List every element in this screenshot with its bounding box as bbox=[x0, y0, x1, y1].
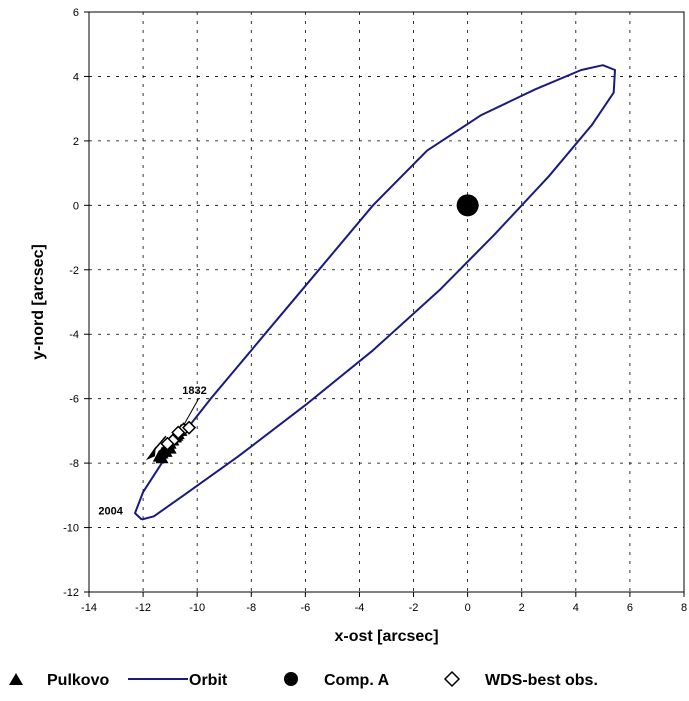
x-axis-title: x-ost [arcsec] bbox=[334, 628, 438, 645]
wds-point bbox=[182, 420, 197, 435]
y-tick-label: 6 bbox=[73, 7, 79, 19]
annotation-1832: 1832 bbox=[182, 385, 206, 397]
motion-arrow-shaft bbox=[153, 435, 167, 451]
y-tick-label: 4 bbox=[73, 71, 79, 83]
series bbox=[134, 64, 616, 521]
annotations: 1832 2004 bbox=[98, 385, 206, 518]
x-tick-label: -10 bbox=[189, 602, 205, 614]
x-tick-label: 4 bbox=[573, 602, 579, 614]
comp-a-point bbox=[456, 194, 479, 217]
x-tick-label: 0 bbox=[465, 602, 471, 614]
y-tick-label: -10 bbox=[63, 523, 79, 535]
legend-comp-a-label: Comp. A bbox=[324, 672, 390, 689]
legend-pulkovo-label: Pulkovo bbox=[47, 672, 109, 689]
x-tick-label: -14 bbox=[81, 602, 97, 614]
orbit-line bbox=[134, 64, 616, 521]
legend-wds-marker-icon bbox=[443, 670, 461, 688]
legend-comp-a-marker-icon bbox=[284, 672, 298, 686]
legend-wds-label: WDS-best obs. bbox=[485, 672, 598, 689]
x-tick-label: -12 bbox=[135, 602, 151, 614]
pulkovo-point bbox=[159, 444, 173, 457]
y-tick-label: -4 bbox=[69, 329, 79, 341]
y-tick-label: -8 bbox=[69, 458, 79, 470]
y-tick-label: -6 bbox=[69, 394, 79, 406]
x-tick-label: 2 bbox=[519, 602, 525, 614]
y-tick-label: 2 bbox=[73, 136, 79, 148]
legend-orbit-label: Orbit bbox=[189, 672, 228, 689]
pulkovo-point bbox=[155, 451, 169, 464]
y-axis-title: y-nord [arcsec] bbox=[30, 244, 47, 360]
x-tick-label: 6 bbox=[627, 602, 633, 614]
x-tick-label: -2 bbox=[409, 602, 419, 614]
wds-point bbox=[171, 425, 186, 440]
legend: Pulkovo Orbit Comp. A WDS-best obs. bbox=[9, 670, 598, 689]
legend-pulkovo-marker-icon bbox=[9, 673, 23, 685]
x-tick-label: -8 bbox=[246, 602, 256, 614]
y-tick-label: 0 bbox=[73, 200, 79, 212]
x-tick-label: 8 bbox=[681, 602, 687, 614]
grid bbox=[89, 12, 684, 592]
x-tick-label: -6 bbox=[300, 602, 310, 614]
y-tick-label: -12 bbox=[63, 587, 79, 599]
annotation-2004: 2004 bbox=[98, 506, 123, 518]
wds-point bbox=[160, 436, 175, 451]
x-tick-label: -4 bbox=[355, 602, 365, 614]
y-tick-label: -2 bbox=[69, 265, 79, 277]
motion-arrow-icon bbox=[145, 446, 156, 461]
plot-frame bbox=[88, 11, 685, 593]
annotation-leader-line bbox=[183, 398, 199, 426]
